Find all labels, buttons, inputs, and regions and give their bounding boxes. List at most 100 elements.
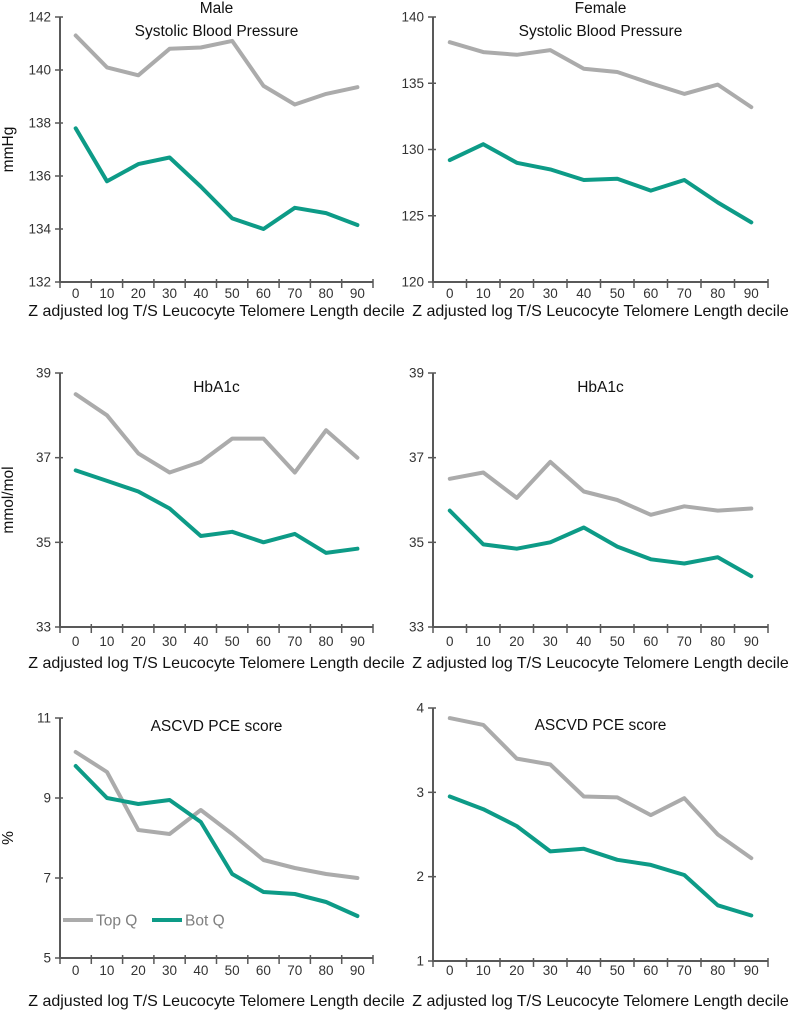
x-tick-label: 40: [576, 963, 591, 978]
x-tick-label: 10: [99, 634, 114, 649]
x-tick-label: 50: [610, 963, 625, 978]
y-tick-label: 138: [28, 116, 51, 131]
bot-q-line: [447, 142, 754, 225]
x-tick-label: 80: [319, 286, 334, 301]
x-tick-label: 60: [256, 286, 271, 301]
y-tick-label: 33: [36, 620, 51, 635]
x-tick-label: 0: [72, 286, 80, 301]
chart-female-hba1c: 33 35 37 39 0 10 20 30 40 50 60 70 80 90 HbA1c Z adjust…: [409, 366, 789, 673]
bot-q-line: [73, 764, 360, 918]
y-tick-label: 39: [36, 366, 51, 381]
y-tick-label: 39: [409, 366, 424, 381]
bot-q-line: [447, 794, 754, 918]
y-tick-label: 11: [37, 711, 51, 726]
panel-male-hba1c: 33 35 37 39 0 10 20 30 40 50 60 70 80 90 HbA1c mmol/mol…: [0, 340, 405, 680]
x-tick-label: 30: [543, 286, 558, 301]
x-tick-label: 20: [131, 286, 146, 301]
x-tick-label: 10: [99, 963, 114, 978]
x-tick-label: 80: [710, 963, 725, 978]
x-tick-label: 40: [576, 634, 591, 649]
x-tick-label: 30: [162, 286, 177, 301]
x-axis-label: Z adjusted log T/S Leucocyte Telomere Le…: [28, 303, 405, 320]
x-tick-label: 60: [643, 286, 658, 301]
y-axis-unit-label: mmol/mol: [0, 466, 17, 533]
x-axis-label: Z adjusted log T/S Leucocyte Telomere Le…: [28, 993, 405, 1010]
top-q-line: [73, 392, 360, 475]
panel-male-systolic-bp: 132 134 136 138 140 142 0 10 20 30 40 50 60 70 80 90 Mal…: [0, 0, 405, 340]
x-tick-label: 40: [193, 286, 208, 301]
x-tick-label: 70: [677, 634, 692, 649]
y-tick-label: 35: [36, 535, 51, 550]
bot-q-line: [73, 468, 360, 555]
x-tick-label: 20: [509, 963, 524, 978]
bot-q-line: [447, 508, 754, 579]
x-tick-label: 30: [162, 963, 177, 978]
y-tick-label: 135: [401, 76, 424, 91]
x-axis-label: Z adjusted log T/S Leucocyte Telomere Le…: [28, 655, 405, 672]
x-tick-label: 90: [350, 634, 365, 649]
x-tick-label: 70: [677, 963, 692, 978]
x-tick-label: 10: [476, 963, 491, 978]
panel-female-systolic-bp: 120 125 130 135 140 0 10 20 30 40 50 60 70 80 90 Female…: [400, 0, 800, 340]
y-tick-label: 37: [36, 450, 51, 465]
panel-female-hba1c: 33 35 37 39 0 10 20 30 40 50 60 70 80 90 HbA1c Z adjust…: [400, 340, 800, 680]
x-tick-label: 30: [162, 634, 177, 649]
top-q-line: [447, 716, 754, 861]
y-tick-label: 4: [416, 701, 424, 716]
x-tick-label: 40: [193, 634, 208, 649]
top-q-line: [447, 459, 754, 517]
chart-title: Female: [575, 0, 627, 17]
x-tick-label: 90: [350, 963, 365, 978]
y-tick-label: 35: [409, 535, 424, 550]
axis-lines: [432, 373, 768, 628]
x-tick-label: 60: [256, 634, 271, 649]
x-tick-label: 0: [446, 634, 454, 649]
x-tick-label: 90: [350, 286, 365, 301]
y-axis-unit-label: %: [0, 831, 17, 845]
x-tick-label: 50: [225, 286, 240, 301]
x-axis-label: Z adjusted log T/S Leucocyte Telomere Le…: [412, 303, 789, 320]
x-tick-label: 50: [610, 286, 625, 301]
x-tick-label: 0: [446, 963, 454, 978]
x-tick-label: 10: [476, 286, 491, 301]
legend-bot-q-label: Bot Q: [185, 913, 225, 930]
y-tick-label: 5: [43, 951, 51, 966]
y-tick-label: 142: [28, 10, 51, 25]
legend-top-q-label: Top Q: [96, 913, 137, 930]
axis-lines: [432, 17, 768, 283]
chart-male-hba1c: 33 35 37 39 0 10 20 30 40 50 60 70 80 90 HbA1c mmol/mol…: [0, 366, 405, 673]
y-tick-label: 7: [43, 871, 51, 886]
chart-title: Systolic Blood Pressure: [519, 23, 683, 40]
y-tick-label: 134: [28, 222, 51, 237]
x-tick-label: 50: [610, 634, 625, 649]
x-tick-label: 0: [446, 286, 454, 301]
x-tick-label: 0: [72, 963, 80, 978]
axis-lines: [59, 17, 373, 283]
x-axis-label: Z adjusted log T/S Leucocyte Telomere Le…: [412, 993, 789, 1010]
x-tick-label: 40: [576, 286, 591, 301]
x-tick-label: 90: [744, 634, 759, 649]
bot-q-line: [73, 126, 360, 231]
top-q-line: [73, 750, 360, 880]
chart-male-ascvd: 5 7 9 11 0 10 20 30 40 50 60 70 80 90 ASCVD PCE score%…: [0, 711, 405, 1011]
y-tick-label: 120: [401, 275, 424, 290]
y-tick-label: 136: [28, 169, 51, 184]
x-tick-label: 20: [131, 963, 146, 978]
x-tick-label: 80: [710, 634, 725, 649]
x-tick-label: 60: [256, 963, 271, 978]
x-tick-label: 90: [744, 963, 759, 978]
x-tick-label: 50: [225, 963, 240, 978]
x-tick-label: 70: [677, 286, 692, 301]
chart-title: ASCVD PCE score: [151, 718, 283, 735]
top-q-line: [73, 33, 360, 107]
x-axis-label: Z adjusted log T/S Leucocyte Telomere Le…: [412, 655, 789, 672]
x-tick-label: 10: [99, 286, 114, 301]
x-tick-label: 80: [319, 963, 334, 978]
chart-female-systolic-bp: 120 125 130 135 140 0 10 20 30 40 50 60 70 80 90 Female…: [401, 0, 789, 320]
x-tick-label: 20: [509, 634, 524, 649]
y-tick-label: 2: [416, 869, 424, 884]
x-tick-label: 0: [72, 634, 80, 649]
y-tick-label: 9: [43, 791, 51, 806]
y-tick-label: 125: [401, 208, 424, 223]
